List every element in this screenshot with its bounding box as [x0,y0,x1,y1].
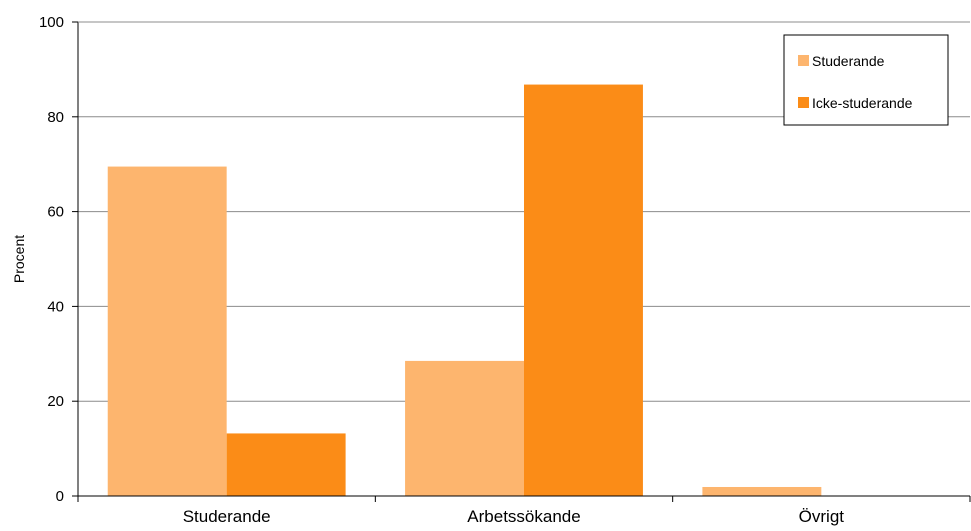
y-tick-label: 20 [47,393,64,410]
bar-icke-studerande-1 [524,84,643,497]
x-tick-label: Arbetssökande [467,507,580,526]
legend-label: Icke-studerande [812,95,913,111]
x-tick-label: Övrigt [799,507,845,526]
bar-studerande-1 [405,360,524,496]
legend-swatch [798,55,809,66]
legend-swatch [798,97,809,108]
legend-box [783,34,949,126]
legend: Studerande Icke-studerande [783,34,949,126]
y-tick-label: 60 [47,204,64,221]
x-tick-labels: Studerande Arbetssökande Övrigt [183,507,845,526]
bars [107,84,822,497]
bar-icke-studerande-0 [226,433,346,496]
y-tick-label: 100 [39,14,64,31]
bar-studerande-2 [702,486,822,496]
y-tick-label: 0 [56,488,64,505]
y-axis-title: Procent [11,235,27,283]
y-tick-label: 40 [47,298,64,315]
bar-studerande-0 [107,166,227,496]
y-tick-labels: 0 20 40 60 80 100 [39,14,64,505]
legend-label: Studerande [812,53,885,69]
x-tick-label: Studerande [183,507,271,526]
y-tick-label: 80 [47,109,64,126]
axes [72,21,971,502]
